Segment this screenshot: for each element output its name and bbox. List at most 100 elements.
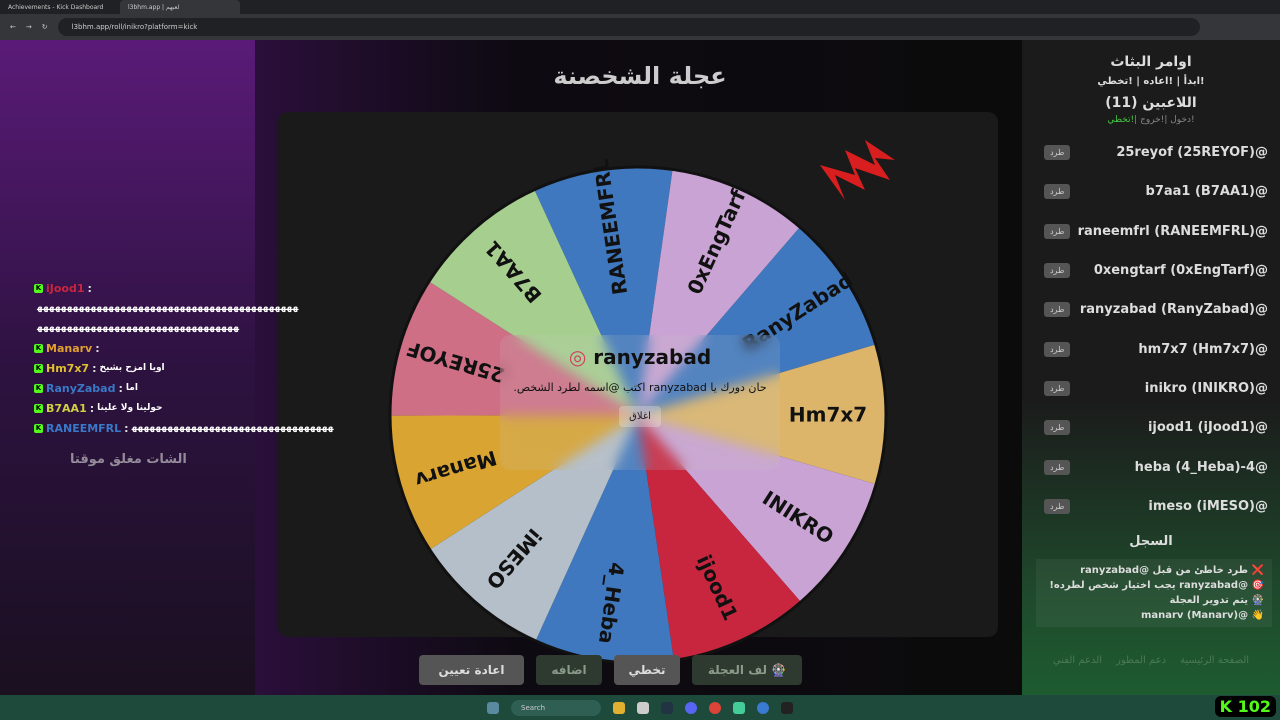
discord-icon[interactable] bbox=[685, 701, 697, 714]
chat-message: K RanyZabad: اما bbox=[34, 378, 374, 398]
player-row: طرد ijood1 (iJood1)@ bbox=[1022, 408, 1280, 447]
kick-button[interactable]: طرد bbox=[1044, 145, 1071, 161]
kick-badge-icon: K bbox=[34, 363, 43, 373]
reload-icon[interactable]: ↻ bbox=[41, 23, 48, 31]
tab-bar: Achievements - Kick Dashboard l3bhm.app … bbox=[0, 0, 1280, 14]
player-row: طرد imeso (iMESO)@ bbox=[1022, 487, 1280, 526]
spin-button[interactable]: 🎡 لف العجلة bbox=[692, 655, 802, 685]
kick-button[interactable]: طرد bbox=[1044, 380, 1071, 396]
kick-button[interactable]: طرد bbox=[1044, 223, 1071, 239]
kick-badge-icon: K bbox=[34, 403, 43, 413]
chat-locked-label: الشات مغلق موقتا bbox=[70, 452, 187, 467]
chat-username: RANEEMFRL bbox=[46, 421, 122, 435]
close-button[interactable]: اغلاق bbox=[619, 406, 661, 427]
kick-button[interactable]: طرد bbox=[1044, 302, 1071, 318]
player-name: ranyzabad (RanyZabad)@ bbox=[1079, 302, 1268, 318]
chat-message: ﻬﻬﻬﻬﻬﻬﻬﻬﻬﻬﻬﻬﻬﻬﻬﻬﻬﻬﻬﻬﻬﻬﻬﻬﻬﻬﻬﻬﻬﻬﻬﻬﻬﻬﻬﻬﻬﻬﻬﻬ… bbox=[34, 298, 374, 318]
separator: : bbox=[95, 341, 100, 355]
player-row: طرد raneemfrl (RANEEMFRL)@ bbox=[1022, 212, 1280, 251]
footer-link[interactable]: الصفحة الرئيسية bbox=[1180, 654, 1250, 666]
kick-badge-icon: K bbox=[34, 423, 43, 433]
players-list: طرد 25reyof (25REYOF)@ طرد b7aa1 (B7AA1)@ طر… bbox=[1022, 133, 1280, 526]
player-row: طرد 25reyof (25REYOF)@ bbox=[1022, 133, 1280, 172]
add-button[interactable]: اضافه bbox=[536, 655, 602, 685]
chrome-icon[interactable] bbox=[709, 701, 721, 714]
kick-button[interactable]: طرد bbox=[1044, 341, 1071, 357]
tab-l3bhm[interactable]: l3bhm.app | لعبهم bbox=[120, 0, 240, 14]
player-name: 0xengtarf (0xEngTarf)@ bbox=[1093, 263, 1268, 279]
player-name: hm7x7 (Hm7x7)@ bbox=[1138, 341, 1268, 357]
chat-message: K B7AA1: حولينا ولا علينا bbox=[34, 398, 374, 418]
chat-message: K Manarv: bbox=[34, 338, 374, 358]
chat-text: ﻬﻬﻬﻬﻬﻬﻬﻬﻬﻬﻬﻬﻬﻬﻬﻬﻬﻬﻬﻬﻬﻬﻬﻬﻬﻬﻬﻬﻬﻬﻬﻬﻬﻬ bbox=[37, 323, 240, 333]
chat-text: ﻬﻬﻬﻬﻬﻬﻬﻬﻬﻬﻬﻬﻬﻬﻬﻬﻬﻬﻬﻬﻬﻬﻬﻬﻬﻬﻬﻬﻬﻬﻬﻬﻬﻬﻬﻬﻬﻬﻬﻬ… bbox=[37, 303, 299, 313]
player-name: 25reyof (25REYOF)@ bbox=[1116, 145, 1268, 161]
kick-button[interactable]: طرد bbox=[1044, 498, 1071, 514]
chat-username: Manarv bbox=[46, 341, 93, 355]
app-icon[interactable] bbox=[733, 701, 745, 714]
target-icon: ◎ bbox=[568, 345, 587, 369]
footer-link[interactable]: دعم المطور bbox=[1116, 654, 1167, 666]
separator: : bbox=[87, 281, 92, 295]
forward-icon[interactable]: → bbox=[25, 23, 32, 31]
log-entry: 🎡 يتم تدوير العجلة bbox=[1169, 594, 1264, 606]
separator: : bbox=[89, 401, 95, 415]
player-name: imeso (iMESO)@ bbox=[1148, 498, 1268, 514]
url-input[interactable]: l3bhm.app/roll/inikro?platform=kick bbox=[57, 18, 1200, 36]
players-title: اللاعبين (11) bbox=[1105, 95, 1197, 111]
chat-message: K RANEEMFRL: ﻬﻬﻬﻬﻬﻬﻬﻬﻬﻬﻬﻬﻬﻬﻬﻬﻬﻬﻬﻬﻬﻬﻬﻬﻬﻬﻬﻬﻬ… bbox=[34, 418, 374, 438]
kick-badge-icon: K bbox=[34, 283, 43, 293]
log-list: ❌ طرد خاطئ من قبل @ranyzabad 🎯 @ranyzabad… bbox=[1036, 558, 1272, 627]
log-entry: ❌ طرد خاطئ من قبل @ranyzabad bbox=[1080, 564, 1264, 576]
app-icon-2[interactable] bbox=[757, 701, 769, 714]
chat-username: B7AA1 bbox=[46, 401, 87, 415]
wheel-segment bbox=[638, 415, 801, 661]
pointer-icon bbox=[820, 140, 895, 200]
kick-badge-icon: K bbox=[34, 383, 43, 393]
log-title: السجل bbox=[1129, 533, 1173, 549]
player-name: raneemfrl (RANEEMFRL)@ bbox=[1077, 223, 1268, 239]
page-title: عجلة الشخصنة bbox=[553, 62, 727, 90]
wheel-segment bbox=[535, 415, 674, 663]
wheel-segment bbox=[429, 415, 638, 641]
chat-text: اما bbox=[125, 383, 138, 393]
chat-text: اويا امزح بشيخ bbox=[99, 363, 165, 373]
separator: : bbox=[92, 361, 97, 375]
commands-list: !ابدأ | !اعاده | !تخطي bbox=[1097, 76, 1205, 87]
chat-message: ﻬﻬﻬﻬﻬﻬﻬﻬﻬﻬﻬﻬﻬﻬﻬﻬﻬﻬﻬﻬﻬﻬﻬﻬﻬﻬﻬﻬﻬﻬﻬﻬﻬﻬ bbox=[34, 318, 374, 338]
player-name: heba (4_Heba)-4@ bbox=[1134, 459, 1268, 475]
reset-button[interactable]: اعادة تعيين bbox=[419, 655, 524, 685]
chat-message: K Hm7x7: اويا امزح بشيخ bbox=[34, 358, 374, 378]
separator: : bbox=[124, 421, 129, 435]
store-icon[interactable] bbox=[637, 701, 649, 714]
chat-text: ﻬﻬﻬﻬﻬﻬﻬﻬﻬﻬﻬﻬﻬﻬﻬﻬﻬﻬﻬﻬﻬﻬﻬﻬﻬﻬﻬﻬﻬﻬﻬﻬﻬﻬ bbox=[131, 423, 334, 433]
footer-link[interactable]: الدعم الفني bbox=[1052, 654, 1103, 666]
file-explorer-icon[interactable] bbox=[613, 701, 625, 714]
log-entry: 👋 @manarv (Manarv) bbox=[1140, 609, 1264, 621]
back-icon[interactable]: ← bbox=[10, 23, 16, 31]
kick-button[interactable]: طرد bbox=[1044, 420, 1071, 436]
sidebar: اوامر البثاث !ابدأ | !اعاده | !تخطي اللا… bbox=[1022, 40, 1280, 695]
skip-button[interactable]: تخطي bbox=[614, 655, 680, 685]
taskbar: Search bbox=[0, 695, 1280, 720]
kick-button[interactable]: طرد bbox=[1044, 459, 1071, 475]
chat-username: RanyZabad bbox=[46, 381, 116, 395]
address-bar-row: ← → ↻ l3bhm.app/roll/inikro?platform=kick bbox=[0, 14, 1280, 40]
player-name: b7aa1 (B7AA1)@ bbox=[1145, 184, 1268, 200]
steam-icon[interactable] bbox=[661, 701, 673, 714]
windows-start-icon[interactable] bbox=[487, 701, 499, 714]
tab-kick-dashboard[interactable]: Achievements - Kick Dashboard bbox=[8, 3, 104, 11]
chat-text: حولينا ولا علينا bbox=[97, 403, 163, 413]
viewer-count: K 102 bbox=[1214, 696, 1276, 717]
player-row: طرد ranyzabad (RanyZabad)@ bbox=[1022, 290, 1280, 329]
kick-button[interactable]: طرد bbox=[1044, 263, 1071, 279]
chat-username: iJood1 bbox=[46, 281, 85, 295]
taskbar-search[interactable]: Search bbox=[511, 699, 601, 716]
epic-icon[interactable] bbox=[781, 701, 793, 714]
log-entry: 🎯 @ranyzabad يجب اختيار شخص لطرده! bbox=[1049, 579, 1264, 591]
kick-button[interactable]: طرد bbox=[1044, 184, 1071, 200]
wheel-segment-label: Hm7x7 bbox=[789, 402, 867, 426]
page: عجلة الشخصنة RANEEMFRL 0xEngTarf RanyZabad… bbox=[0, 40, 1280, 695]
